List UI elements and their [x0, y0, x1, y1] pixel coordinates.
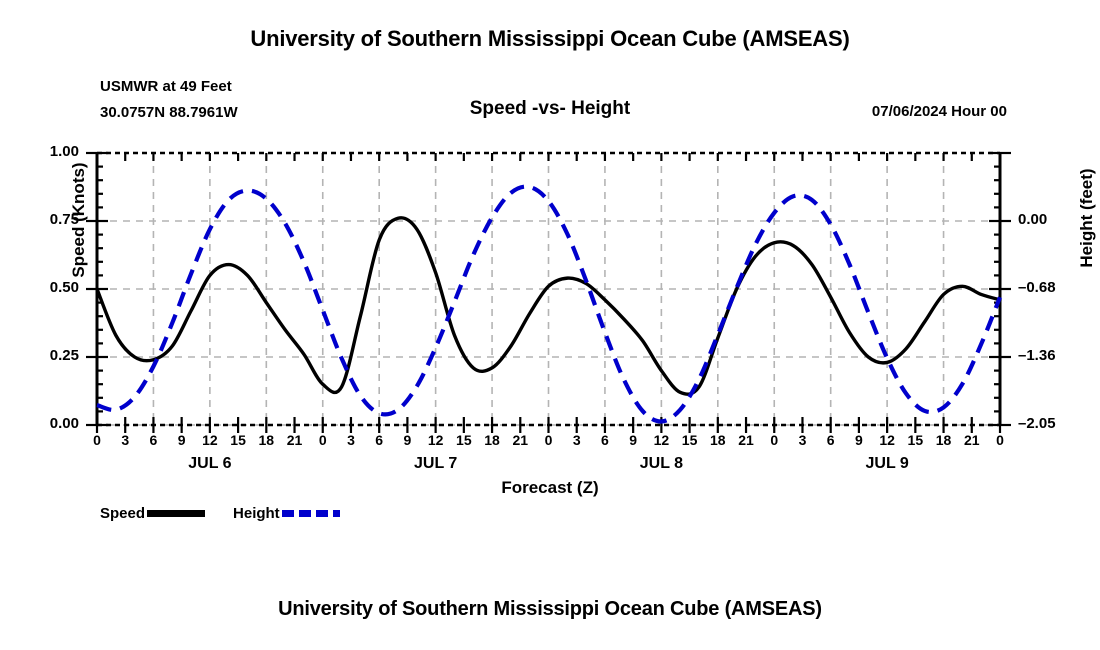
x-axis-ticklabel: 3 [347, 432, 355, 448]
x-axis-ticklabel: 21 [963, 432, 980, 448]
x-axis-ticklabel: 6 [149, 432, 158, 448]
footer-title: University of Southern Mississippi Ocean… [278, 598, 822, 620]
chart-subtitle: Speed -vs- Height [469, 98, 631, 119]
x-axis-ticklabel: 15 [681, 432, 698, 448]
x-axis-ticklabel: 12 [202, 432, 218, 448]
model-run-time: 07/06/2024 Hour 00 [871, 103, 1007, 120]
legend-swatch-height [281, 510, 340, 517]
x-axis-ticklabel: 9 [629, 432, 638, 448]
x-axis-ticklabel: 18 [710, 432, 726, 448]
x-axis-ticklabel: 18 [484, 432, 500, 448]
y-axis-right-ticklabel: –0.68 [1018, 279, 1056, 296]
y-axis-left-ticklabel: 0.75 [49, 211, 79, 228]
x-axis-ticklabel: 18 [258, 432, 275, 448]
series-line-speed [95, 216, 1002, 396]
y-axis-left-ticklabel: 0.25 [49, 347, 79, 364]
x-axis-ticklabel: 21 [738, 432, 754, 448]
legend-item-height: Height [233, 505, 368, 522]
y-axis-left-ticklabel: 0.50 [49, 279, 79, 296]
station-coordinates-label: 30.0757N 88.7961W [100, 104, 238, 121]
x-axis-ticklabel: 3 [798, 432, 807, 448]
x-axis-ticklabel: 12 [427, 432, 444, 448]
x-axis-ticklabel: 0 [770, 432, 779, 448]
x-axis-day-label: JUL 6 [188, 455, 232, 472]
y-axis-right-ticklabel: –1.36 [1018, 347, 1056, 364]
x-axis-ticklabel: 3 [121, 432, 130, 448]
station-info-block: USMWR at 49 Feet 30.0757N 88.7961W [100, 74, 238, 126]
x-axis-ticklabel: 12 [653, 432, 670, 448]
gridlines [97, 153, 1000, 426]
x-axis-ticklabel: 12 [879, 432, 895, 448]
x-axis-ticklabel: 9 [855, 432, 863, 448]
x-axis-ticklabel: 0 [318, 432, 327, 448]
y-axis-right-ticklabel: 0.00 [1018, 211, 1048, 228]
x-axis-ticklabel: 15 [230, 432, 246, 448]
x-axis-ticklabel: 15 [907, 432, 924, 448]
station-depth-label: USMWR at 49 Feet [100, 78, 232, 95]
x-axis-ticklabel: 0 [544, 432, 553, 448]
legend-label-speed: Speed [100, 505, 146, 522]
x-axis-day-label: JUL 7 [413, 455, 458, 472]
x-axis-ticklabel: 9 [177, 432, 186, 448]
page-title: University of Southern Mississippi Ocean… [250, 26, 850, 51]
x-axis-ticklabel: 6 [375, 432, 384, 448]
series-line-height [96, 184, 1002, 424]
y-axis-left-ticklabel: 0.00 [49, 415, 79, 432]
legend-swatch-speed [147, 510, 206, 517]
legend-label-height: Height [233, 505, 280, 522]
x-axis-ticklabel: 21 [286, 432, 303, 448]
x-axis-ticklabel: 0 [996, 432, 1004, 448]
x-axis-ticklabel: 3 [572, 432, 581, 448]
legend-item-speed: Speed [100, 505, 233, 522]
x-axis-day-label: JUL 8 [639, 455, 684, 472]
y-axis-right-ticklabel: –2.05 [1018, 415, 1056, 432]
x-axis-ticklabel: 0 [93, 432, 101, 448]
x-axis-ticklabel: 6 [826, 432, 835, 448]
x-axis-ticklabel: 9 [403, 432, 412, 448]
y-axis-left-ticklabel: 1.00 [49, 143, 79, 160]
x-axis-ticklabel: 18 [935, 432, 952, 448]
x-axis-ticklabel: 21 [512, 432, 529, 448]
x-axis-title: Forecast (Z) [501, 478, 599, 497]
x-axis-day-label: JUL 9 [865, 455, 909, 472]
chart-legend: Speed Height [100, 505, 368, 522]
x-axis-ticklabel: 15 [456, 432, 472, 448]
x-axis-ticklabel: 6 [601, 432, 609, 448]
